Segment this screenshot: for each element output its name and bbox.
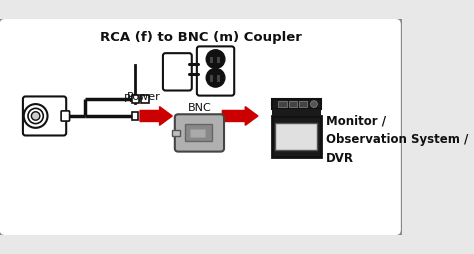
Bar [185,124,212,141]
Bar [172,130,180,136]
FancyBboxPatch shape [175,114,224,152]
Text: RCA (f) to BNC (m) Coupler: RCA (f) to BNC (m) Coupler [100,31,302,44]
Circle shape [24,104,47,128]
Circle shape [206,68,225,87]
Bar [217,75,220,82]
Bar [272,109,321,116]
FancyArrow shape [140,107,172,125]
Bar [190,129,205,137]
Circle shape [310,101,318,107]
Text: Monitor /
Observation System /
DVR: Monitor / Observation System / DVR [326,114,468,165]
Bar [141,95,148,103]
FancyArrow shape [222,107,258,125]
FancyBboxPatch shape [163,53,192,90]
Bar [278,101,287,107]
Text: Power: Power [128,92,161,102]
FancyBboxPatch shape [61,111,70,121]
FancyBboxPatch shape [0,18,402,236]
Bar [289,101,297,107]
Bar [131,112,138,120]
Bar [272,99,321,109]
Bar [210,57,213,63]
Bar [275,123,318,150]
Circle shape [28,108,43,124]
Bar [217,57,220,63]
Text: BNC: BNC [188,103,211,113]
Circle shape [206,50,225,68]
FancyBboxPatch shape [23,97,66,135]
FancyBboxPatch shape [272,116,321,157]
FancyBboxPatch shape [197,46,234,96]
Text: RCA: RCA [124,94,146,104]
Bar [131,95,139,103]
Bar [210,75,213,82]
Circle shape [31,112,40,120]
Bar [299,101,307,107]
